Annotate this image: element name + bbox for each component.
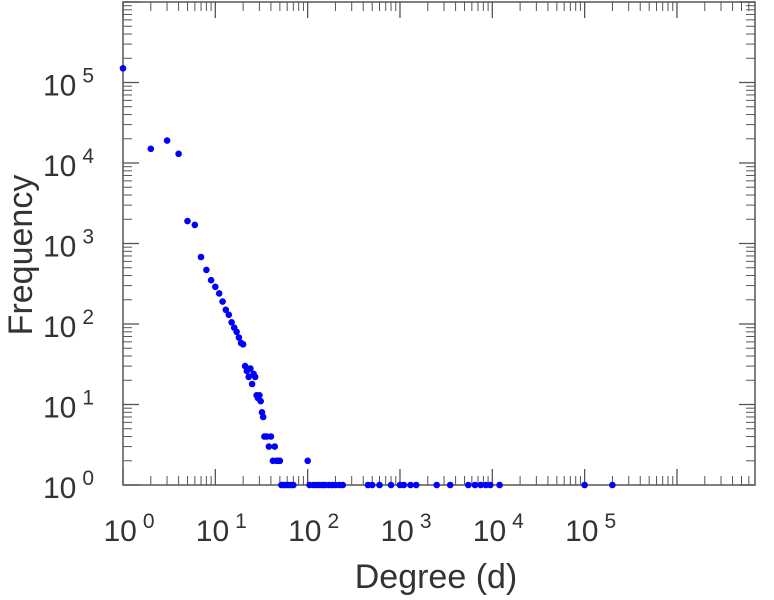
tick-label-exponent: 4: [512, 510, 524, 533]
data-point: [203, 266, 210, 274]
tick-label-exponent: 2: [328, 510, 340, 533]
y-tick-label: 10 5: [43, 65, 94, 103]
x-tick-label: 10 5: [565, 510, 616, 548]
minor-ticks: [123, 2, 756, 485]
tick-label-base: 10: [103, 515, 136, 548]
data-point: [175, 150, 182, 158]
data-point: [257, 397, 265, 405]
data-point: [212, 283, 219, 291]
data-point: [235, 334, 243, 341]
data-point: [271, 443, 279, 450]
tick-label-base: 10: [473, 515, 506, 548]
tick-label-base: 10: [43, 311, 76, 344]
data-point: [387, 481, 395, 489]
y-tick-labels: 10 0 10 1 10 2 10 3 10 4 10 5: [43, 65, 94, 506]
x-tick-label: 10 4: [473, 510, 524, 548]
tick-label-exponent: 4: [82, 145, 94, 168]
data-point: [147, 145, 155, 153]
x-tick-labels: 10 0 10 1 10 2 10 3 10 4 10 5: [103, 510, 616, 548]
tick-label-exponent: 3: [420, 510, 432, 533]
data-point: [477, 481, 485, 489]
data-point: [215, 290, 223, 297]
tick-label-exponent: 2: [82, 306, 94, 329]
tick-label-base: 10: [43, 231, 76, 264]
tick-label-base: 10: [43, 150, 76, 183]
x-tick-label: 10 2: [288, 510, 339, 548]
data-points: [119, 65, 616, 489]
data-point: [433, 481, 441, 489]
data-point: [412, 481, 420, 489]
data-point: [339, 481, 347, 489]
data-point: [248, 380, 256, 388]
data-point: [581, 481, 588, 489]
tick-label-exponent: 0: [143, 510, 155, 533]
y-axis-title: Frequency: [2, 175, 40, 336]
tick-label-exponent: 5: [604, 510, 616, 533]
x-tick-label: 10 0: [103, 510, 154, 548]
data-point: [245, 373, 252, 381]
major-ticks: [122, 1, 755, 486]
tick-label-base: 10: [43, 70, 76, 103]
data-point: [191, 221, 199, 229]
data-point: [471, 481, 479, 489]
data-point: [119, 65, 127, 72]
x-axis-title: Degree (d): [355, 558, 518, 596]
tick-label-exponent: 0: [82, 467, 94, 490]
tick-label-exponent: 5: [82, 65, 94, 88]
data-point: [207, 276, 215, 284]
data-point: [265, 443, 273, 450]
plot-frame: [122, 1, 756, 486]
tick-label-exponent: 3: [82, 226, 94, 249]
data-point: [228, 319, 235, 326]
data-point: [496, 481, 503, 489]
tick-label-base: 10: [288, 515, 321, 548]
data-point: [251, 373, 259, 381]
tick-label-base: 10: [380, 515, 413, 548]
y-tick-label: 10 1: [43, 387, 94, 425]
x-tick-label: 10 1: [196, 510, 247, 548]
y-tick-label: 10 3: [43, 226, 94, 264]
y-tick-label: 10 2: [43, 306, 94, 344]
data-point: [184, 217, 191, 225]
data-point: [267, 433, 275, 440]
data-point: [222, 306, 230, 314]
data-point: [256, 392, 263, 399]
y-tick-label: 10 4: [43, 145, 94, 183]
data-point: [239, 341, 247, 348]
data-point: [163, 137, 171, 144]
data-point: [290, 481, 297, 489]
data-point: [609, 481, 616, 489]
data-point: [276, 457, 284, 465]
tick-label-base: 10: [565, 515, 598, 548]
tick-label-base: 10: [43, 472, 76, 505]
data-point: [368, 481, 376, 489]
data-point: [241, 362, 249, 370]
data-point: [407, 481, 414, 489]
x-tick-label: 10 3: [380, 510, 431, 548]
data-point: [304, 457, 312, 465]
tick-label-exponent: 1: [82, 387, 94, 410]
data-point: [259, 413, 267, 421]
data-point: [465, 481, 472, 489]
data-point: [225, 311, 233, 319]
tick-label-exponent: 1: [235, 510, 247, 533]
data-point: [376, 481, 383, 489]
data-point: [446, 481, 454, 489]
data-point: [197, 253, 205, 261]
y-tick-label: 10 0: [43, 467, 94, 505]
data-point: [247, 365, 254, 372]
tick-label-base: 10: [196, 515, 229, 548]
data-point: [233, 328, 240, 336]
tick-label-base: 10: [43, 392, 76, 425]
data-point: [400, 481, 408, 489]
data-point: [487, 481, 494, 489]
data-point: [219, 298, 226, 305]
